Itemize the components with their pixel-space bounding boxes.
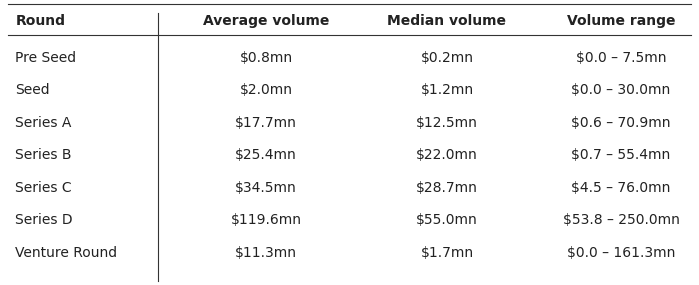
Text: $53.8 – 250.0mn: $53.8 – 250.0mn: [563, 213, 679, 227]
Text: $28.7mn: $28.7mn: [416, 181, 478, 195]
Text: Series A: Series A: [15, 116, 72, 130]
Text: Seed: Seed: [15, 83, 50, 97]
Text: Median volume: Median volume: [387, 14, 507, 28]
Text: $0.7 – 55.4mn: $0.7 – 55.4mn: [571, 148, 670, 162]
Text: Venture Round: Venture Round: [15, 246, 117, 260]
Text: $55.0mn: $55.0mn: [416, 213, 478, 227]
Text: Pre Seed: Pre Seed: [15, 51, 76, 65]
Text: $1.7mn: $1.7mn: [420, 246, 473, 260]
Text: $2.0mn: $2.0mn: [240, 83, 292, 97]
Text: $22.0mn: $22.0mn: [416, 148, 478, 162]
Text: $0.2mn: $0.2mn: [421, 51, 473, 65]
Text: $0.0 – 30.0mn: $0.0 – 30.0mn: [571, 83, 670, 97]
Text: Series D: Series D: [15, 213, 73, 227]
Text: Volume range: Volume range: [567, 14, 675, 28]
Text: $4.5 – 76.0mn: $4.5 – 76.0mn: [571, 181, 671, 195]
Text: $0.0 – 7.5mn: $0.0 – 7.5mn: [576, 51, 666, 65]
Text: Round: Round: [15, 14, 65, 28]
Text: $34.5mn: $34.5mn: [235, 181, 297, 195]
Text: Series C: Series C: [15, 181, 72, 195]
Text: $25.4mn: $25.4mn: [235, 148, 297, 162]
Text: Series B: Series B: [15, 148, 72, 162]
Text: $119.6mn: $119.6mn: [231, 213, 301, 227]
Text: $17.7mn: $17.7mn: [235, 116, 297, 130]
Text: $1.2mn: $1.2mn: [420, 83, 473, 97]
Text: $0.6 – 70.9mn: $0.6 – 70.9mn: [571, 116, 671, 130]
Text: $11.3mn: $11.3mn: [235, 246, 297, 260]
Text: $0.8mn: $0.8mn: [239, 51, 292, 65]
Text: $12.5mn: $12.5mn: [416, 116, 478, 130]
Text: Average volume: Average volume: [203, 14, 329, 28]
Text: $0.0 – 161.3mn: $0.0 – 161.3mn: [567, 246, 675, 260]
